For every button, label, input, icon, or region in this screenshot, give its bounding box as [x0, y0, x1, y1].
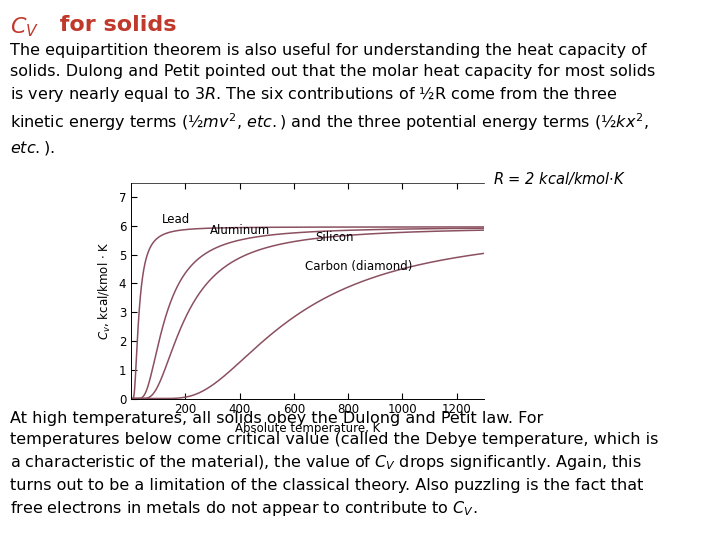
Text: At high temperatures, all solids obey the Dulong and Petit law. For
temperatures: At high temperatures, all solids obey th…: [10, 411, 659, 518]
Text: for solids: for solids: [52, 15, 176, 35]
Text: Carbon (diamond): Carbon (diamond): [305, 260, 412, 273]
Y-axis label: $C_v$, kcal/kmol $\cdot$ K: $C_v$, kcal/kmol $\cdot$ K: [97, 241, 113, 340]
X-axis label: Absolute temperature, K: Absolute temperature, K: [235, 422, 380, 435]
Text: $C_V$: $C_V$: [10, 15, 39, 39]
Text: The equipartition theorem is also useful for understanding the heat capacity of
: The equipartition theorem is also useful…: [10, 43, 655, 157]
Text: $R$ = 2 kcal/kmol$\cdot$K: $R$ = 2 kcal/kmol$\cdot$K: [493, 170, 626, 187]
Text: Aluminum: Aluminum: [210, 224, 270, 237]
Text: Lead: Lead: [162, 213, 191, 226]
Text: Silicon: Silicon: [315, 232, 354, 245]
